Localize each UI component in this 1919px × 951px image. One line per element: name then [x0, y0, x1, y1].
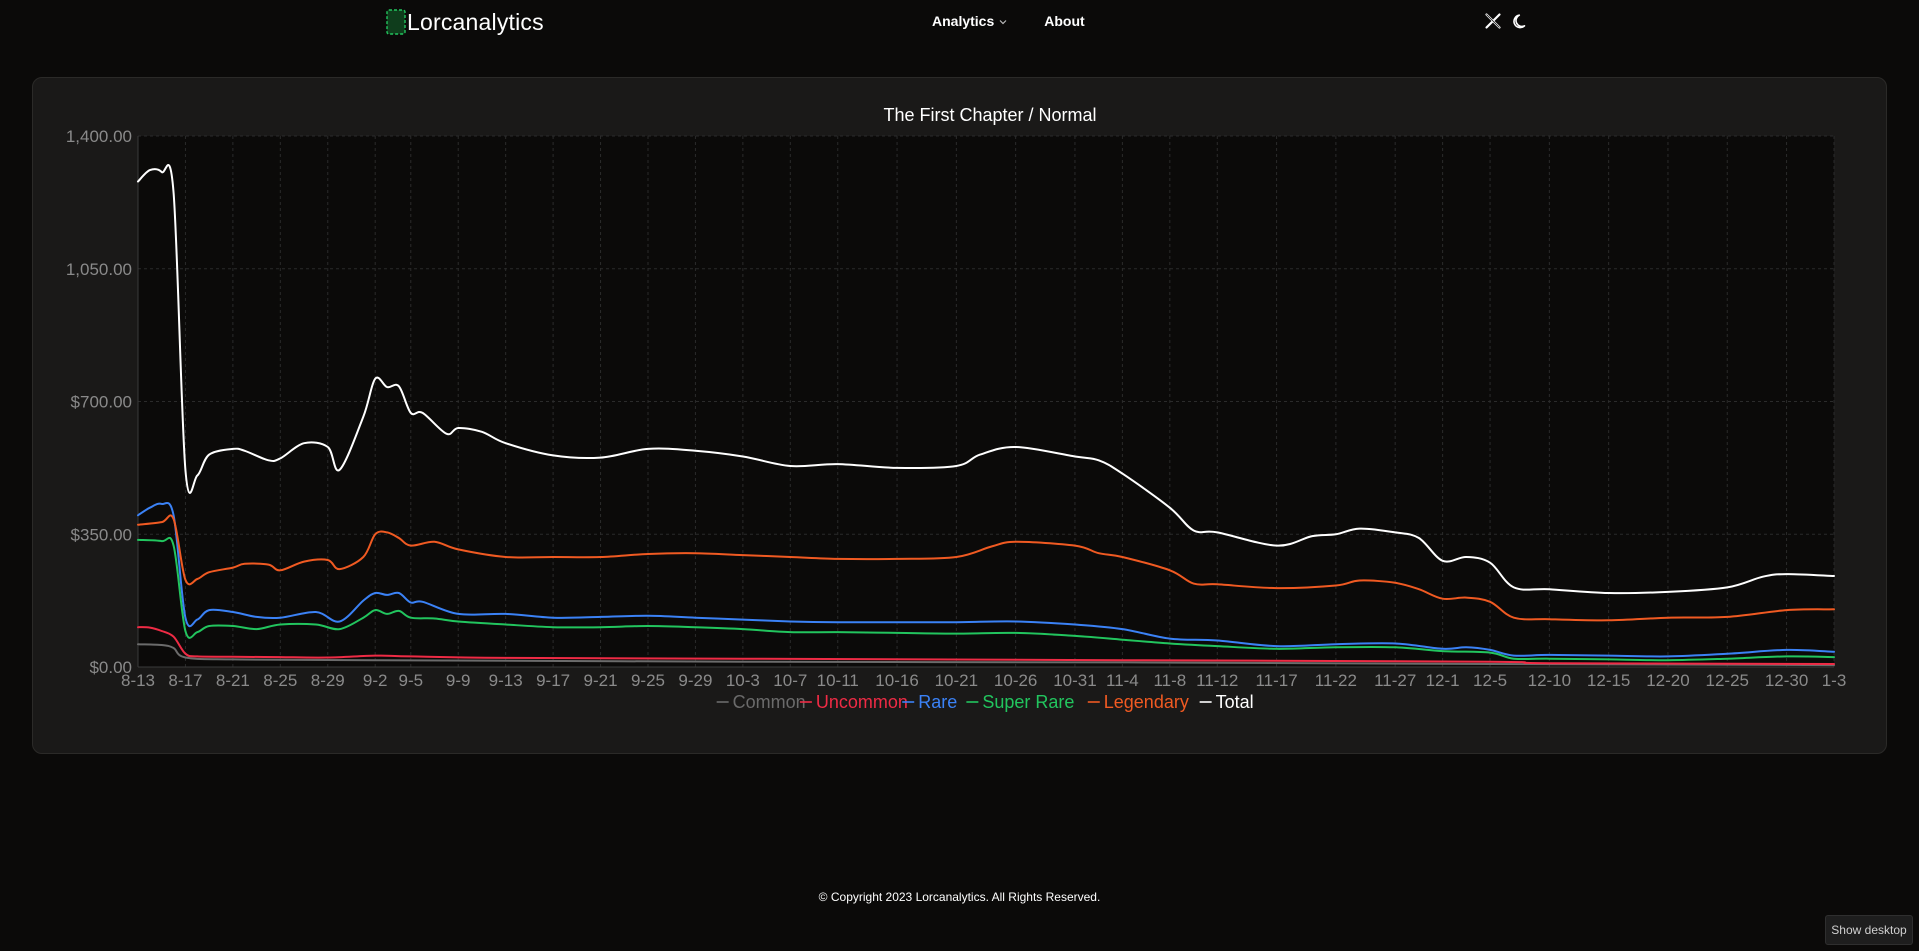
- legend-item-legendary: Legendary: [1104, 692, 1189, 712]
- legend-item-total: Total: [1216, 692, 1254, 712]
- x-tick-label: 10-31: [1053, 671, 1096, 690]
- x-tick-label: 11-4: [1106, 671, 1139, 690]
- top-nav: Lorcanalytics Analytics About: [0, 0, 1919, 46]
- nav-icons: [1484, 12, 1530, 30]
- x-tick-label: 8-29: [311, 671, 345, 690]
- x-tick-label: 12-30: [1765, 671, 1808, 690]
- series-line-uncommon: [137, 626, 1835, 665]
- x-tick-label: 9-5: [398, 671, 423, 690]
- legend-item-common: Common: [733, 692, 806, 712]
- series-line-legendary: [137, 514, 1835, 622]
- x-tick-label: 10-21: [935, 671, 978, 690]
- menu-about-label: About: [1044, 13, 1085, 29]
- footer-copyright: © Copyright 2023 Lorcanalytics. All Righ…: [818, 890, 1101, 904]
- legend-item-rare: Rare: [918, 692, 957, 712]
- x-tick-label: 10-11: [817, 671, 859, 690]
- x-tick-label: 10-16: [875, 671, 918, 690]
- price-chart: $0.00 $350.00 $700.00 1,050.00 1,400.00 8-13 8…: [66, 105, 1847, 712]
- x-tick-label: 8-21: [216, 671, 250, 690]
- y-tick-label: $350.00: [71, 525, 132, 544]
- x-tick-label: 9-17: [536, 671, 570, 690]
- x-tick-label: 12-1: [1426, 671, 1460, 690]
- x-tick-label: 9-29: [678, 671, 712, 690]
- x-tick-label: 12-10: [1528, 671, 1571, 690]
- x-tick-label: 11-27: [1374, 671, 1416, 690]
- moon-icon[interactable]: [1512, 12, 1530, 30]
- x-tick-label: 9-9: [446, 671, 471, 690]
- legend-item-uncommon: Uncommon: [816, 692, 908, 712]
- series-line-rare: [137, 501, 1835, 658]
- chart-title: The First Chapter / Normal: [883, 105, 1096, 125]
- x-tick-label: 8-13: [121, 671, 155, 690]
- series-line-total: [137, 164, 1835, 595]
- x-tick-label: 12-15: [1587, 671, 1630, 690]
- series-line-common: [137, 643, 1835, 667]
- x-tick-label: 1-3: [1822, 671, 1847, 690]
- x-tick-label: 9-13: [489, 671, 523, 690]
- x-tick-label: 8-25: [263, 671, 297, 690]
- x-tick-label: 9-21: [584, 671, 618, 690]
- menu-analytics-label: Analytics: [932, 13, 995, 29]
- brand-link[interactable]: Lorcanalytics: [386, 6, 544, 38]
- x-tick-label: 12-20: [1646, 671, 1689, 690]
- x-tick-label: 10-3: [726, 671, 760, 690]
- x-tick-label: 11-12: [1196, 671, 1238, 690]
- logo-icon: [386, 9, 406, 35]
- x-tick-label: 12-25: [1706, 671, 1749, 690]
- x-tick-label: 10-7: [773, 671, 807, 690]
- x-tick-label: 12-5: [1473, 671, 1507, 690]
- legend-item-super-rare: Super Rare: [982, 692, 1074, 712]
- y-tick-label: 1,400.00: [66, 127, 132, 146]
- menu-analytics[interactable]: Analytics: [932, 13, 1008, 29]
- x-tick-label: 11-22: [1315, 671, 1357, 690]
- menu-about[interactable]: About: [1044, 13, 1084, 29]
- x-tick-label: 10-26: [994, 671, 1037, 690]
- show-desktop-button[interactable]: Show desktop: [1825, 915, 1913, 945]
- brand-name: Lorcanalytics: [407, 8, 544, 35]
- x-tick-label: 8-17: [168, 671, 202, 690]
- y-tick-label: $700.00: [71, 393, 132, 412]
- x-twitter-icon[interactable]: [1484, 12, 1502, 30]
- chart-card: $0.00 $350.00 $700.00 1,050.00 1,400.00 8-13 8…: [32, 77, 1887, 754]
- y-tick-label: 1,050.00: [66, 260, 132, 279]
- main-menu: Analytics About: [932, 13, 1085, 29]
- x-tick-label: 9-25: [631, 671, 665, 690]
- y-tick-label: $0.00: [89, 658, 132, 677]
- x-tick-label: 9-2: [363, 671, 388, 690]
- chevron-down-icon: [999, 20, 1007, 25]
- series-line-super-rare: [137, 536, 1835, 662]
- x-tick-label: 11-8: [1153, 671, 1186, 690]
- x-tick-label: 11-17: [1255, 671, 1297, 690]
